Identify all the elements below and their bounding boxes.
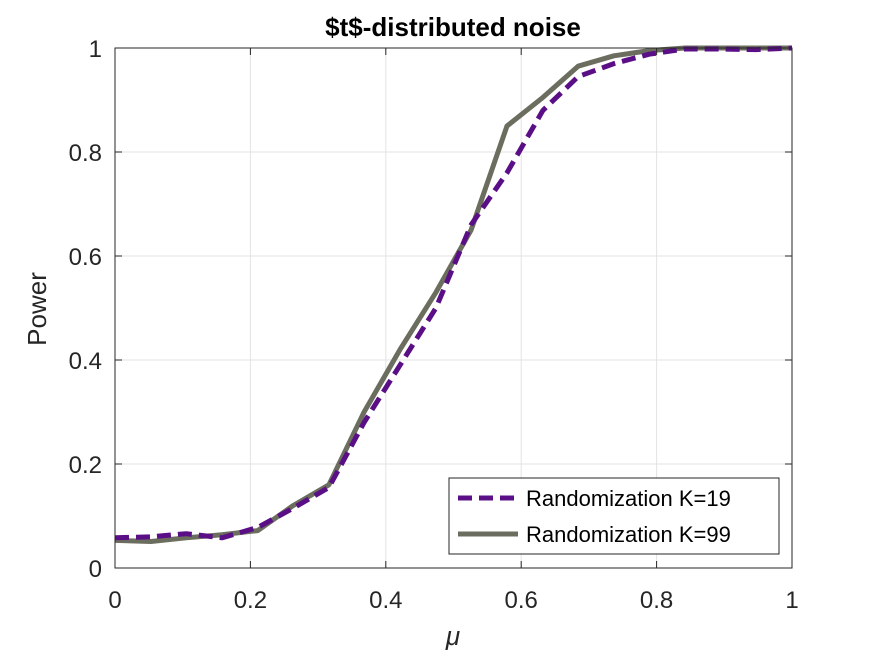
plot-border bbox=[114, 47, 793, 569]
x-axis-label: μ bbox=[445, 621, 460, 651]
series-line-k19 bbox=[114, 45, 793, 541]
y-tick-label: 0.8 bbox=[69, 140, 102, 167]
legend-box bbox=[448, 477, 780, 555]
legend-label-k19: Randomization K=19 bbox=[526, 486, 731, 511]
legend: Randomization K=19 Randomization K=99 bbox=[448, 477, 780, 555]
tick-marks bbox=[114, 47, 793, 569]
y-axis-label: Power bbox=[22, 272, 52, 346]
x-tick-label: 0.8 bbox=[640, 587, 673, 614]
y-tick-label: 0.4 bbox=[69, 348, 102, 375]
y-tick-label: 0.2 bbox=[69, 452, 102, 479]
y-tick-label: 0.6 bbox=[69, 244, 102, 271]
y-tick-label: 0 bbox=[89, 556, 102, 583]
x-tick-label: 0 bbox=[108, 587, 121, 614]
x-tick-label: 0.2 bbox=[234, 587, 267, 614]
x-tick-label: 1 bbox=[785, 587, 798, 614]
x-tick-label: 0.6 bbox=[505, 587, 538, 614]
y-tick-label: 1 bbox=[89, 36, 102, 63]
y-tick-labels: 0 0.2 0.4 0.6 0.8 1 bbox=[69, 36, 102, 583]
x-tick-labels: 0 0.2 0.4 0.6 0.8 1 bbox=[108, 587, 798, 614]
legend-label-k99: Randomization K=99 bbox=[526, 522, 731, 547]
x-tick-label: 0.4 bbox=[369, 587, 402, 614]
chart-title: $t$-distributed noise bbox=[325, 12, 581, 42]
